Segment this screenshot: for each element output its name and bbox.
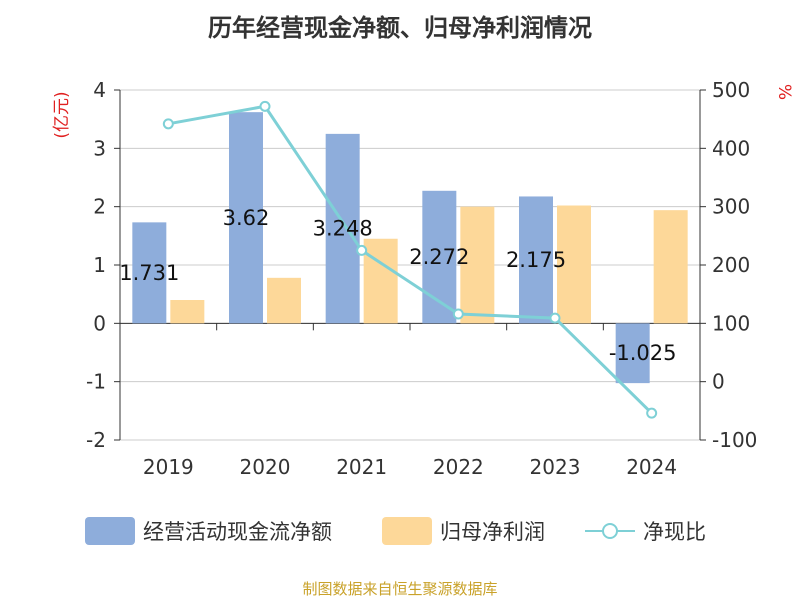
- bar-profit: [363, 238, 398, 324]
- bar-profit: [170, 300, 205, 324]
- line-ratio: [168, 104, 653, 415]
- left-tick-label: 0: [93, 311, 106, 335]
- left-tick-label: 1: [93, 253, 106, 277]
- bar-cashflow: [132, 222, 167, 324]
- legend-item-ratio[interactable]: 净现比: [585, 516, 706, 546]
- right-tick-label: -100: [712, 428, 757, 452]
- left-tick-label: 4: [93, 78, 106, 102]
- bar-profit: [557, 205, 591, 324]
- right-tick-label: 100: [712, 311, 750, 335]
- left-tick-label: 2: [93, 195, 106, 219]
- legend-item-profit[interactable]: 归母净利润: [382, 516, 545, 546]
- x-tick-label: 2023: [530, 455, 581, 479]
- right-tick-label: 400: [712, 136, 750, 160]
- legend: 经营活动现金流净额 归母净利润 净现比: [0, 516, 800, 556]
- right-tick-label: 0: [712, 370, 725, 394]
- line-point: [452, 308, 464, 320]
- line-point: [356, 244, 368, 256]
- line-point: [259, 100, 271, 112]
- line-point: [162, 118, 174, 130]
- source-note: 制图数据来自恒生聚源数据库: [302, 580, 498, 598]
- legend-item-cashflow[interactable]: 经营活动现金流净额: [85, 516, 332, 546]
- left-tick-label: -1: [86, 370, 106, 394]
- x-tick-label: 2020: [240, 455, 291, 479]
- bar-cashflow: [229, 112, 263, 324]
- line-point: [646, 407, 658, 419]
- x-tick-label: 2019: [143, 455, 194, 479]
- line-point: [549, 312, 561, 324]
- data-label: 3.248: [313, 217, 373, 241]
- bar-profit: [653, 210, 688, 324]
- left-axis-unit-label: (亿元): [52, 91, 72, 138]
- legend-label-ratio: 净现比: [643, 520, 706, 544]
- right-tick-label: 300: [712, 195, 750, 219]
- x-tick-label: 2024: [626, 455, 677, 479]
- bar-cashflow: [615, 323, 650, 384]
- data-label: 1.731: [119, 261, 179, 285]
- data-label: 3.62: [223, 206, 270, 230]
- bar-profit: [267, 277, 301, 324]
- data-label: 2.272: [409, 245, 469, 269]
- bar-profit: [460, 206, 495, 324]
- x-tick-label: 2021: [336, 455, 387, 479]
- x-tick-label: 2022: [433, 455, 484, 479]
- bar-cashflow: [519, 196, 553, 324]
- legend-line-icon: [585, 517, 635, 545]
- data-label: 2.175: [506, 248, 566, 272]
- left-tick-label: 3: [93, 136, 106, 160]
- left-tick-label: -2: [86, 428, 106, 452]
- legend-label-cashflow: 经营活动现金流净额: [143, 520, 332, 544]
- right-tick-label: 500: [712, 78, 750, 102]
- bar-cashflow: [325, 133, 360, 324]
- right-axis-unit-label: %: [774, 84, 794, 100]
- chart-title: 历年经营现金净额、归母净利润情况: [208, 14, 592, 42]
- legend-label-profit: 归母净利润: [440, 520, 545, 544]
- legend-swatch-profit: [382, 517, 432, 545]
- legend-swatch-cashflow: [85, 517, 135, 545]
- right-tick-label: 200: [712, 253, 750, 277]
- data-label: -1.025: [609, 341, 677, 365]
